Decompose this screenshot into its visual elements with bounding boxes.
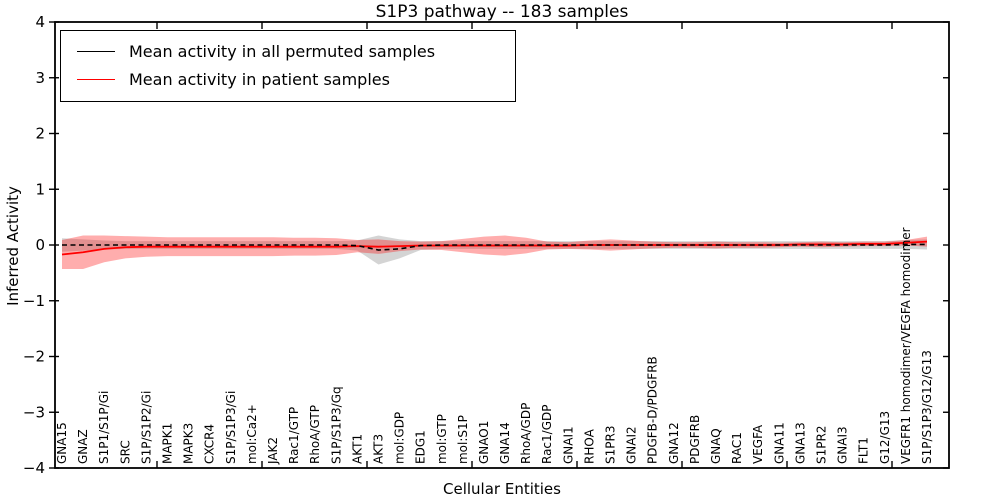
x-category-label: S1PR2 xyxy=(815,426,829,464)
x-category-label: mol:GTP xyxy=(435,414,449,464)
x-category-label: MAPK1 xyxy=(160,423,174,464)
x-category-label: RHOA xyxy=(582,428,596,464)
x-category-label: Rac1/GDP xyxy=(540,405,554,464)
y-tick-label: 3 xyxy=(35,69,45,87)
x-category-label: VEGFA xyxy=(751,424,765,464)
x-category-label: GNAI2 xyxy=(625,426,639,464)
x-category-label: mol:Ca2+ xyxy=(245,404,259,464)
x-category-label: VEGFR1 homodimer/VEGFA homodimer xyxy=(899,227,913,464)
y-tick-label: −1 xyxy=(23,292,45,310)
y-tick-label: 4 xyxy=(35,13,45,31)
x-category-label: GNA15 xyxy=(55,422,69,464)
permuted-line-swatch xyxy=(77,50,115,52)
x-category-label: CXCR4 xyxy=(203,424,217,464)
legend-entry-permuted: Mean activity in all permuted samples xyxy=(71,37,505,65)
x-category-label: AKT1 xyxy=(350,434,364,464)
legend-entry-patient: Mean activity in patient samples xyxy=(71,65,505,93)
y-tick-label: 1 xyxy=(35,180,45,198)
x-category-label: MAPK3 xyxy=(182,423,196,464)
legend-label: Mean activity in patient samples xyxy=(129,69,390,89)
x-category-label: PDGFB-D/PDGFRB xyxy=(646,356,660,464)
x-category-label: GNA12 xyxy=(667,422,681,464)
x-category-label: FLT1 xyxy=(857,437,871,464)
legend-label: Mean activity in all permuted samples xyxy=(129,41,436,61)
x-category-label: GNA14 xyxy=(498,422,512,464)
x-category-label: G12/G13 xyxy=(878,411,892,464)
x-category-label: SRC xyxy=(118,440,132,464)
x-category-label: Rac1/GTP xyxy=(287,407,301,464)
x-category-label: S1P/S1P3/Gi xyxy=(224,391,238,464)
permuted-band xyxy=(62,235,927,265)
legend-box: Mean activity in all permuted samples Me… xyxy=(60,30,516,102)
x-category-label: GNAZ xyxy=(76,429,90,464)
x-category-label: RhoA/GDP xyxy=(519,403,533,464)
x-category-label: mol:GDP xyxy=(393,412,407,464)
x-category-label: JAK2 xyxy=(266,437,280,465)
x-category-label: S1P1/S1P/Gi xyxy=(97,391,111,464)
x-category-label: S1PR3 xyxy=(604,426,618,464)
y-tick-label: 2 xyxy=(35,125,45,143)
x-category-label: mol:S1P xyxy=(456,415,470,464)
x-category-label: GNA13 xyxy=(793,422,807,464)
x-category-label: EDG1 xyxy=(414,430,428,464)
y-tick-label: 0 xyxy=(35,236,45,254)
chart-title: S1P3 pathway -- 183 samples xyxy=(375,2,629,22)
x-category-label: GNAI3 xyxy=(836,426,850,464)
patient-mean-line xyxy=(61,240,928,256)
x-axis-label: Cellular Entities xyxy=(443,480,561,498)
x-category-label: GNAI1 xyxy=(561,426,575,464)
x-category-label: GNAQ xyxy=(709,428,723,464)
x-category-label: S1P/S1P2/Gi xyxy=(139,391,153,464)
y-tick-label: −4 xyxy=(23,459,45,477)
x-category-label: S1P/S1P3/Gq xyxy=(329,386,343,464)
x-category-label: RhoA/GTP xyxy=(308,405,322,464)
x-category-label: GNA11 xyxy=(772,422,786,464)
x-category-label: PDGFRB xyxy=(688,415,702,464)
x-category-label: RAC1 xyxy=(730,432,744,464)
y-tick-label: −2 xyxy=(23,348,45,366)
x-category-label: GNAO1 xyxy=(477,421,491,464)
patient-band xyxy=(62,235,927,269)
x-category-label: S1P/S1P3/G12/G13 xyxy=(920,350,934,464)
y-tick-label: −3 xyxy=(23,403,45,421)
x-category-label: AKT3 xyxy=(371,434,385,464)
patient-line-swatch xyxy=(77,78,115,80)
